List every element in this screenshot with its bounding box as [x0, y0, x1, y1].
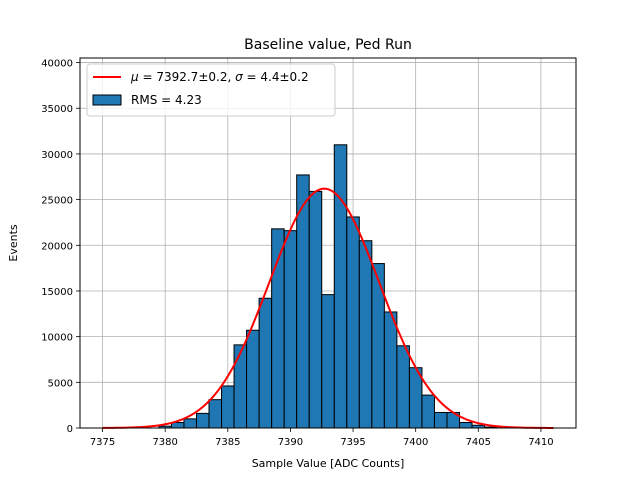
legend-symbol: μ	[130, 70, 139, 84]
histogram-bar	[308, 190, 323, 429]
y-tick-label: 25000	[41, 196, 73, 207]
gaussian-fit	[102, 187, 554, 429]
y-tick-label: 10000	[41, 333, 73, 344]
histogram-bar	[383, 311, 398, 429]
x-tick-label: 7405	[466, 437, 491, 448]
x-tick-label: 7410	[528, 437, 553, 448]
histogram-bar	[421, 394, 435, 429]
legend-rms-label: RMS = 4.23	[131, 93, 202, 107]
histogram-bar	[396, 345, 410, 429]
legend-fit-label: μ = 7392.7±0.2, σ = 4.4±0.2	[130, 70, 309, 84]
y-tick-label: 20000	[41, 241, 73, 252]
axis-ticks: 7375 7380 7385 7390 7395 7400 7405 7410 0 5000 100…	[41, 59, 553, 448]
x-tick-label: 7375	[90, 437, 115, 448]
histogram-bar	[221, 385, 235, 429]
histogram-bar	[433, 411, 448, 429]
legend-symbol: σ	[235, 70, 243, 84]
x-tick-label: 7395	[340, 437, 365, 448]
plot-frame	[79, 57, 577, 429]
histogram-bar	[321, 294, 335, 429]
histogram-bar	[258, 297, 273, 429]
legend-box	[86, 63, 336, 117]
y-tick-label: 30000	[41, 150, 73, 161]
y-axis-label: Events	[7, 224, 20, 262]
histogram-bar	[246, 329, 260, 429]
y-tick-label: 0	[67, 424, 73, 435]
histogram-bar	[459, 422, 473, 429]
y-tick-label: 5000	[48, 378, 73, 389]
x-tick-label: 7385	[215, 437, 240, 448]
fit-curve	[102, 187, 554, 429]
histogram-bar	[233, 344, 248, 429]
y-tick-label: 15000	[41, 287, 73, 298]
histogram-bar	[283, 230, 298, 429]
histogram-bar	[195, 412, 210, 429]
x-tick-label: 7390	[278, 437, 303, 448]
y-tick-label: 40000	[41, 59, 73, 70]
histogram-bars	[158, 144, 498, 429]
x-tick-label: 7380	[152, 437, 177, 448]
x-tick-label: 7400	[403, 437, 428, 448]
histogram-bar	[183, 418, 197, 429]
legend-bar-swatch	[92, 94, 122, 106]
histogram-bar	[333, 144, 348, 429]
histogram-bar	[371, 263, 385, 429]
legend: μ = 7392.7±0.2, σ = 4.4±0.2 RMS = 4.23	[86, 63, 336, 117]
legend-value-text: = 4.4±0.2	[243, 70, 309, 84]
legend-value-text: = 7392.7±0.2,	[139, 70, 235, 84]
histogram-bar	[346, 216, 360, 429]
x-axis-label: Sample Value [ADC Counts]	[252, 457, 405, 470]
chart-title: Baseline value, Ped Run	[244, 37, 412, 53]
histogram-bar	[208, 399, 223, 429]
histogram-bar	[358, 240, 373, 429]
y-tick-label: 35000	[41, 104, 73, 115]
